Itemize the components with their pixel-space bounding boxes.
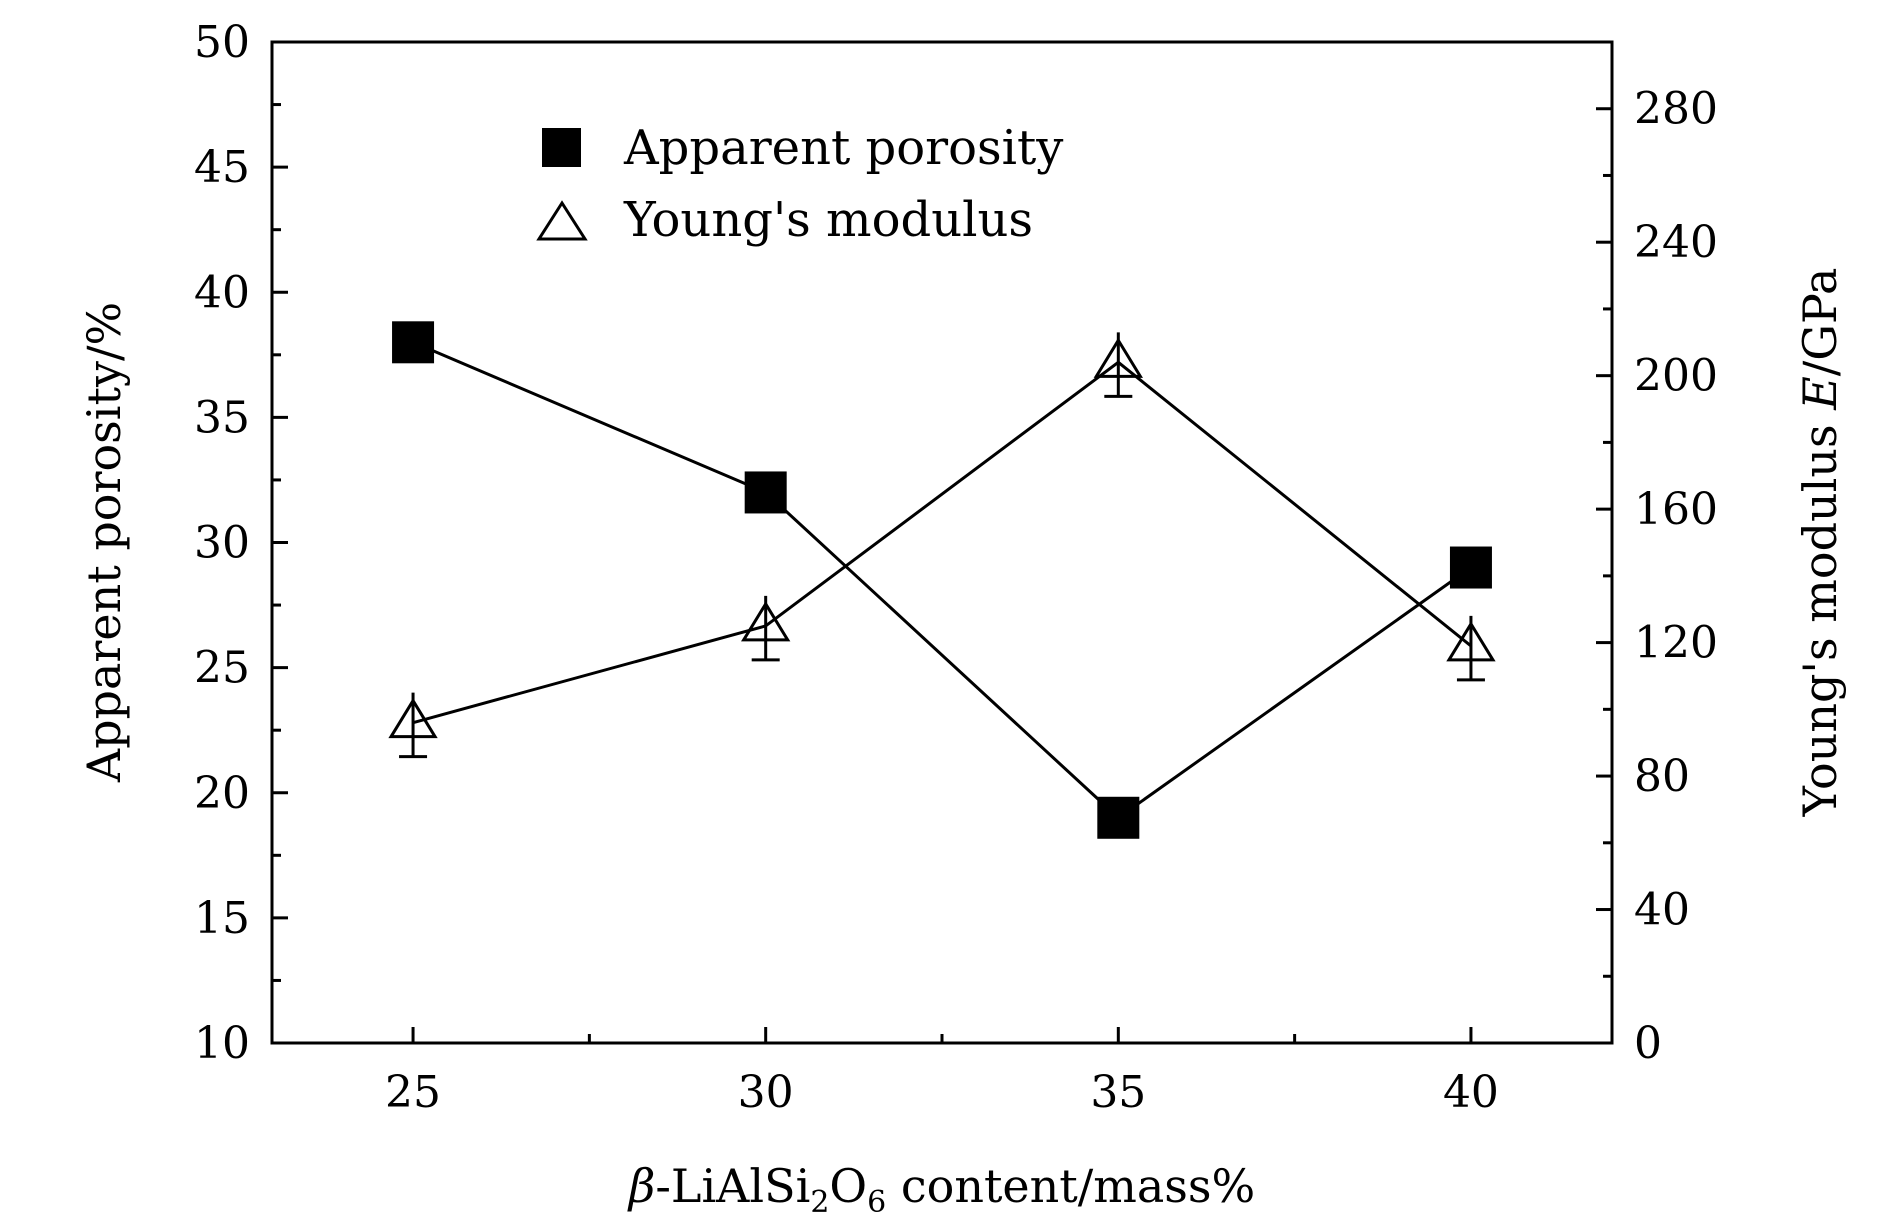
x-tick-label-30: 30	[738, 1067, 794, 1118]
y-right-tick-label-240: 240	[1634, 217, 1718, 268]
y-left-tick-label-45: 45	[194, 142, 250, 193]
y-right-tick-label-200: 200	[1634, 351, 1718, 402]
x-tick-label-35: 35	[1090, 1067, 1146, 1118]
legend-marker-porosity	[542, 128, 581, 167]
legend-label-modulus: Young's modulus	[623, 192, 1033, 248]
legend-label-porosity: Apparent porosity	[623, 120, 1063, 176]
series-lines	[412, 340, 1472, 820]
marker-modulus	[1446, 615, 1496, 682]
y-right-tick-label-0: 0	[1634, 1018, 1662, 1069]
marker-porosity	[1097, 796, 1140, 839]
y-right-tick-label-80: 80	[1634, 751, 1690, 802]
y-left-tick-label-40: 40	[194, 267, 250, 318]
y-axis-left-title: Apparent porosity/%	[77, 302, 131, 783]
x-tick-label-25: 25	[385, 1067, 441, 1118]
axis-ticks: 25 30 35 40 10 15 20 25 30 35 40 45 50 0 40 80 120 160 200…	[194, 17, 1718, 1118]
y-left-tick-label-15: 15	[194, 893, 250, 944]
x-tick-label-40: 40	[1443, 1067, 1499, 1118]
marker-modulus	[741, 595, 791, 662]
y-right-tick-label-40: 40	[1634, 885, 1690, 936]
y-left-tick-label-35: 35	[194, 392, 250, 443]
marker-porosity	[744, 471, 787, 514]
series-line-porosity	[412, 340, 1472, 820]
triangle-modulus	[741, 601, 791, 642]
marker-porosity	[1449, 546, 1492, 589]
x-axis-title: β-LiAlSi2O6 content/mass%	[627, 1159, 1255, 1220]
y-left-tick-label-25: 25	[194, 643, 250, 694]
marker-porosity	[392, 321, 435, 364]
y-right-tick-label-120: 120	[1634, 618, 1718, 669]
legend-marker-modulus	[536, 200, 588, 241]
y-left-tick-label-10: 10	[194, 1018, 250, 1069]
legend: Apparent porosity Young's modulus	[536, 120, 1063, 248]
y-left-tick-label-20: 20	[194, 768, 250, 819]
series-line-modulus	[412, 360, 1472, 725]
y-left-tick-label-50: 50	[194, 17, 250, 68]
y-axis-right-title: Young's modulus E/GPa	[1793, 268, 1847, 818]
triangle-modulus	[388, 697, 438, 739]
y-left-tick-label-30: 30	[194, 518, 250, 569]
marker-modulus	[388, 692, 438, 759]
triangle-modulus	[1446, 621, 1496, 662]
triangle-modulus	[1093, 337, 1143, 378]
marker-modulus	[1093, 332, 1143, 398]
y-right-tick-label-280: 280	[1634, 84, 1718, 135]
y-right-tick-label-160: 160	[1634, 484, 1718, 535]
series-markers	[388, 321, 1496, 839]
